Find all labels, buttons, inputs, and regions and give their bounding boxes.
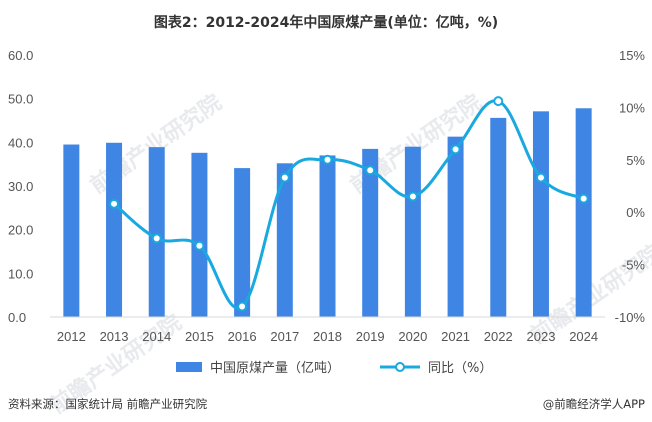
chart-title: 图表2：2012-2024年中国原煤产量(单位：亿吨，%) bbox=[154, 14, 498, 31]
x-tick-label: 2013 bbox=[100, 329, 129, 344]
bar bbox=[63, 144, 80, 317]
line-point bbox=[365, 165, 376, 176]
left-tick-label: 20.0 bbox=[8, 223, 33, 238]
line-point bbox=[450, 144, 461, 155]
bar bbox=[532, 111, 549, 317]
x-tick-label: 2022 bbox=[484, 329, 513, 344]
left-tick-label: 60.0 bbox=[8, 48, 33, 63]
bar bbox=[362, 148, 379, 317]
legend-bar-swatch bbox=[176, 362, 202, 372]
line-point bbox=[535, 172, 546, 183]
right-tick-label: 5% bbox=[626, 153, 645, 168]
x-tick-label: 2021 bbox=[441, 329, 470, 344]
bar bbox=[575, 108, 592, 317]
left-tick-label: 0.0 bbox=[8, 310, 26, 325]
right-tick-label: 15% bbox=[619, 48, 645, 63]
left-tick-label: 40.0 bbox=[8, 135, 33, 150]
right-tick-label: -10% bbox=[615, 310, 646, 325]
x-tick-label: 2019 bbox=[356, 329, 385, 344]
bar bbox=[319, 155, 336, 317]
bar bbox=[276, 163, 293, 317]
legend: 中国原煤产量（亿吨） 同比（%） bbox=[176, 361, 492, 376]
bar bbox=[106, 142, 123, 317]
left-tick-label: 50.0 bbox=[8, 92, 33, 107]
legend-bar-label: 中国原煤产量（亿吨） bbox=[210, 361, 340, 376]
x-tick-label: 2020 bbox=[398, 329, 427, 344]
right-tick-label: 0% bbox=[626, 205, 645, 220]
legend-line-marker bbox=[395, 362, 405, 372]
bar bbox=[447, 136, 464, 317]
x-axis: 2012 2013 2014 2015 2016 2017 2018 2019 2020 2021… bbox=[57, 329, 598, 344]
legend-line-label: 同比（%） bbox=[428, 361, 492, 376]
x-tick-label: 2024 bbox=[569, 329, 598, 344]
x-tick-label: 2015 bbox=[185, 329, 214, 344]
x-tick-label: 2016 bbox=[228, 329, 257, 344]
bar bbox=[234, 168, 251, 317]
line-point bbox=[578, 193, 589, 204]
bar bbox=[191, 152, 208, 317]
line-point bbox=[407, 191, 418, 202]
bar-series bbox=[50, 108, 605, 318]
left-axis: 0.0 10.0 20.0 30.0 40.0 50.0 60.0 bbox=[8, 48, 33, 325]
source-text: 资料来源：国家统计局 前瞻产业研究院 bbox=[8, 397, 208, 411]
left-tick-label: 30.0 bbox=[8, 179, 33, 194]
x-tick-label: 2018 bbox=[313, 329, 342, 344]
right-tick-label: 10% bbox=[619, 100, 645, 115]
line-point bbox=[322, 154, 333, 165]
x-tick-label: 2012 bbox=[57, 329, 86, 344]
x-tick-label: 2023 bbox=[527, 329, 556, 344]
line-point bbox=[151, 233, 162, 244]
line-point bbox=[237, 301, 248, 312]
left-tick-label: 10.0 bbox=[8, 266, 33, 281]
line-series bbox=[109, 96, 589, 312]
line-point bbox=[194, 240, 205, 251]
right-tick-label: -5% bbox=[622, 258, 646, 273]
bar bbox=[404, 146, 421, 317]
bar bbox=[148, 147, 165, 317]
watermarks: 前瞻产业研究院前瞻产业研究院前瞻产业研究院前瞻产业研究院 bbox=[45, 89, 652, 419]
bar bbox=[490, 117, 507, 317]
right-axis: -10% -5% 0% 5% 10% 15% bbox=[615, 48, 646, 325]
credit-text: @前瞻经济学人APP bbox=[543, 397, 645, 411]
line-point bbox=[493, 96, 504, 107]
x-tick-label: 2014 bbox=[142, 329, 171, 344]
line-point bbox=[279, 172, 290, 183]
x-tick-label: 2017 bbox=[270, 329, 299, 344]
line-point bbox=[109, 198, 120, 209]
